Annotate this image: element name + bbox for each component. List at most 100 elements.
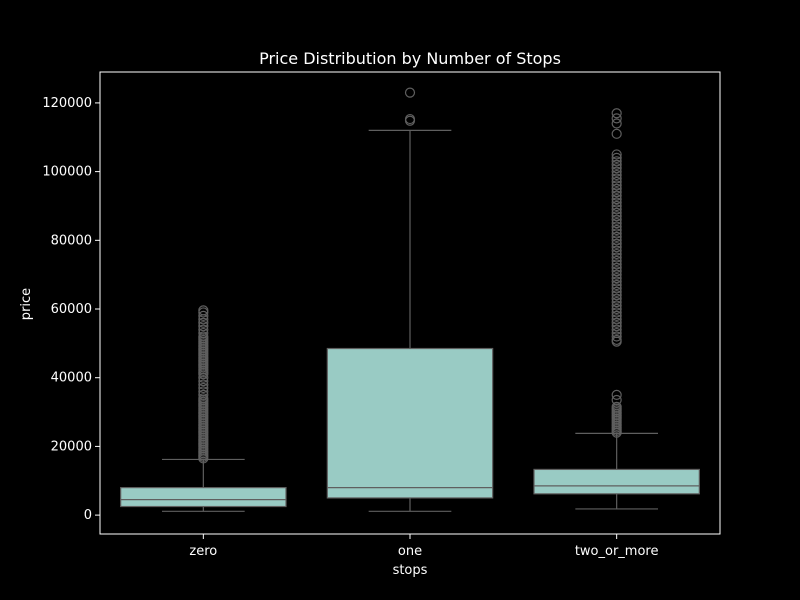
outlier-point — [198, 331, 209, 342]
outlier-point — [611, 149, 622, 160]
outlier-point — [611, 197, 622, 208]
outlier-point — [611, 307, 622, 318]
outlier-point — [611, 317, 622, 328]
outlier-point — [611, 200, 622, 212]
outlier-point — [198, 382, 209, 394]
outlier-point — [611, 394, 622, 406]
outlier-point — [611, 211, 622, 222]
x-tick-label: zero — [189, 544, 217, 559]
outlier-point — [611, 176, 622, 188]
outlier-point — [198, 305, 209, 316]
y-axis-label: price — [19, 288, 34, 320]
box-zero — [120, 305, 287, 512]
outlier-point — [611, 113, 622, 124]
outlier-point — [198, 379, 209, 390]
outlier-point — [611, 193, 622, 205]
outlier-point — [611, 334, 622, 346]
outlier-point — [404, 87, 416, 98]
outlier-point — [198, 386, 209, 397]
outlier-point — [611, 272, 622, 284]
outlier-point — [611, 118, 622, 129]
box-iqr — [326, 347, 494, 499]
outlier-point — [611, 159, 622, 170]
outlier-point — [611, 310, 622, 321]
y-tick-label: 20000 — [51, 439, 92, 454]
outlier-point — [611, 248, 622, 260]
outlier-point — [611, 169, 622, 181]
outlier-point — [611, 252, 622, 263]
outlier-point — [611, 276, 622, 287]
outlier-point — [611, 218, 622, 229]
outlier-point — [611, 324, 622, 335]
outlier-point — [198, 321, 209, 332]
outlier-point — [611, 245, 622, 256]
outlier-point — [611, 204, 622, 215]
outlier-point — [611, 128, 622, 139]
chart-title: Price Distribution by Number of Stops — [259, 49, 561, 68]
x-tick-label: two_or_more — [575, 544, 659, 559]
outlier-point — [611, 314, 622, 325]
outlier-point — [611, 163, 622, 174]
outlier-point — [198, 393, 209, 404]
x-axis-label: stops — [393, 563, 428, 578]
y-tick-label: 60000 — [51, 302, 92, 317]
outlier-point — [611, 262, 622, 273]
outlier-point — [198, 310, 209, 321]
outlier-point — [611, 300, 622, 311]
outlier-point — [611, 297, 622, 308]
outlier-point — [611, 214, 622, 225]
outlier-point — [611, 224, 622, 236]
outlier-point — [611, 166, 622, 177]
outlier-point — [611, 266, 622, 277]
outlier-point — [611, 331, 622, 342]
outlier-point — [198, 389, 209, 400]
outlier-point — [611, 152, 622, 163]
outlier-point — [198, 324, 209, 335]
box-iqr — [120, 487, 287, 508]
y-tick-label: 120000 — [42, 96, 92, 111]
outlier-point — [611, 183, 622, 194]
outlier-point — [611, 283, 622, 294]
outlier-point — [198, 327, 209, 339]
y-tick-label: 0 — [84, 508, 92, 523]
outlier-point — [611, 401, 622, 413]
box-iqr — [533, 468, 700, 495]
box-two_or_more — [533, 108, 700, 510]
outlier-point — [611, 290, 622, 301]
x-tick-label: one — [398, 544, 422, 559]
outlier-point — [611, 259, 622, 270]
outlier-point — [611, 242, 622, 253]
box-one — [326, 87, 494, 512]
outlier-point — [611, 255, 622, 267]
outlier-point — [404, 113, 416, 125]
outlier-point — [611, 156, 622, 167]
x-axis-ticks: zero one two_or_more — [189, 534, 658, 559]
outlier-point — [611, 389, 622, 400]
outlier-point — [611, 207, 622, 218]
outlier-point — [611, 235, 622, 246]
outlier-point — [611, 303, 622, 315]
outlier-point — [611, 321, 622, 332]
outlier-point — [611, 187, 622, 198]
outlier-point — [611, 221, 622, 232]
outlier-point — [611, 108, 622, 119]
outlier-point — [611, 293, 622, 304]
outlier-point — [611, 327, 622, 339]
y-tick-label: 100000 — [42, 165, 92, 180]
outlier-point — [198, 317, 209, 328]
outlier-point — [611, 279, 622, 291]
outlier-point — [611, 238, 622, 249]
outlier-point — [611, 173, 622, 184]
outlier-point — [611, 190, 622, 201]
outlier-point — [611, 286, 622, 297]
outlier-point — [611, 180, 622, 191]
box-plots — [120, 87, 700, 512]
outlier-point — [611, 269, 622, 280]
plot-frame — [99, 71, 721, 535]
outlier-point — [611, 228, 622, 239]
y-tick-label: 80000 — [51, 233, 92, 248]
y-tick-label: 40000 — [51, 371, 92, 386]
outlier-point — [611, 231, 622, 242]
